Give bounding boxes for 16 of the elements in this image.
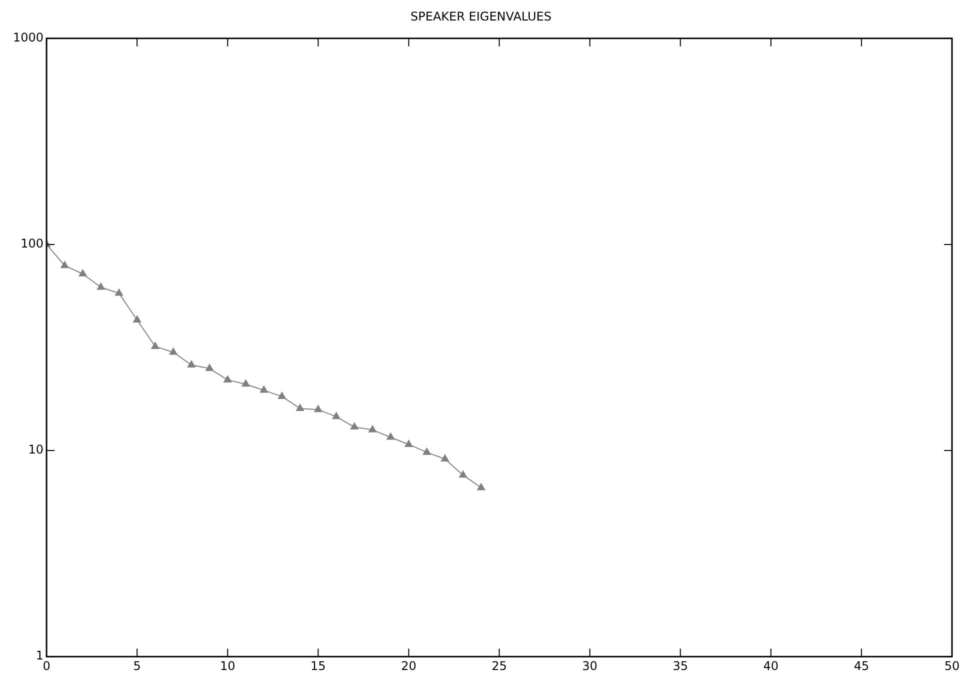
x-tick-label: 0	[42, 658, 50, 673]
chart-title: SPEAKER EIGENVALUES	[410, 9, 552, 24]
x-tick-label: 35	[672, 658, 688, 673]
y-tick-label: 1	[36, 648, 44, 663]
x-tick-label: 45	[854, 658, 870, 673]
x-tick-label: 40	[763, 658, 779, 673]
x-tick-label: 5	[133, 658, 141, 673]
x-tick-label: 25	[492, 658, 507, 673]
x-tick-label: 30	[582, 658, 598, 673]
x-tick-label: 50	[944, 658, 960, 673]
x-tick-label: 20	[401, 658, 416, 673]
y-tick-label: 10	[28, 442, 44, 457]
y-tick-label: 1000	[12, 30, 44, 45]
x-tick-label: 15	[310, 658, 326, 673]
y-tick-label: 100	[20, 236, 44, 251]
x-tick-label: 10	[220, 658, 236, 673]
